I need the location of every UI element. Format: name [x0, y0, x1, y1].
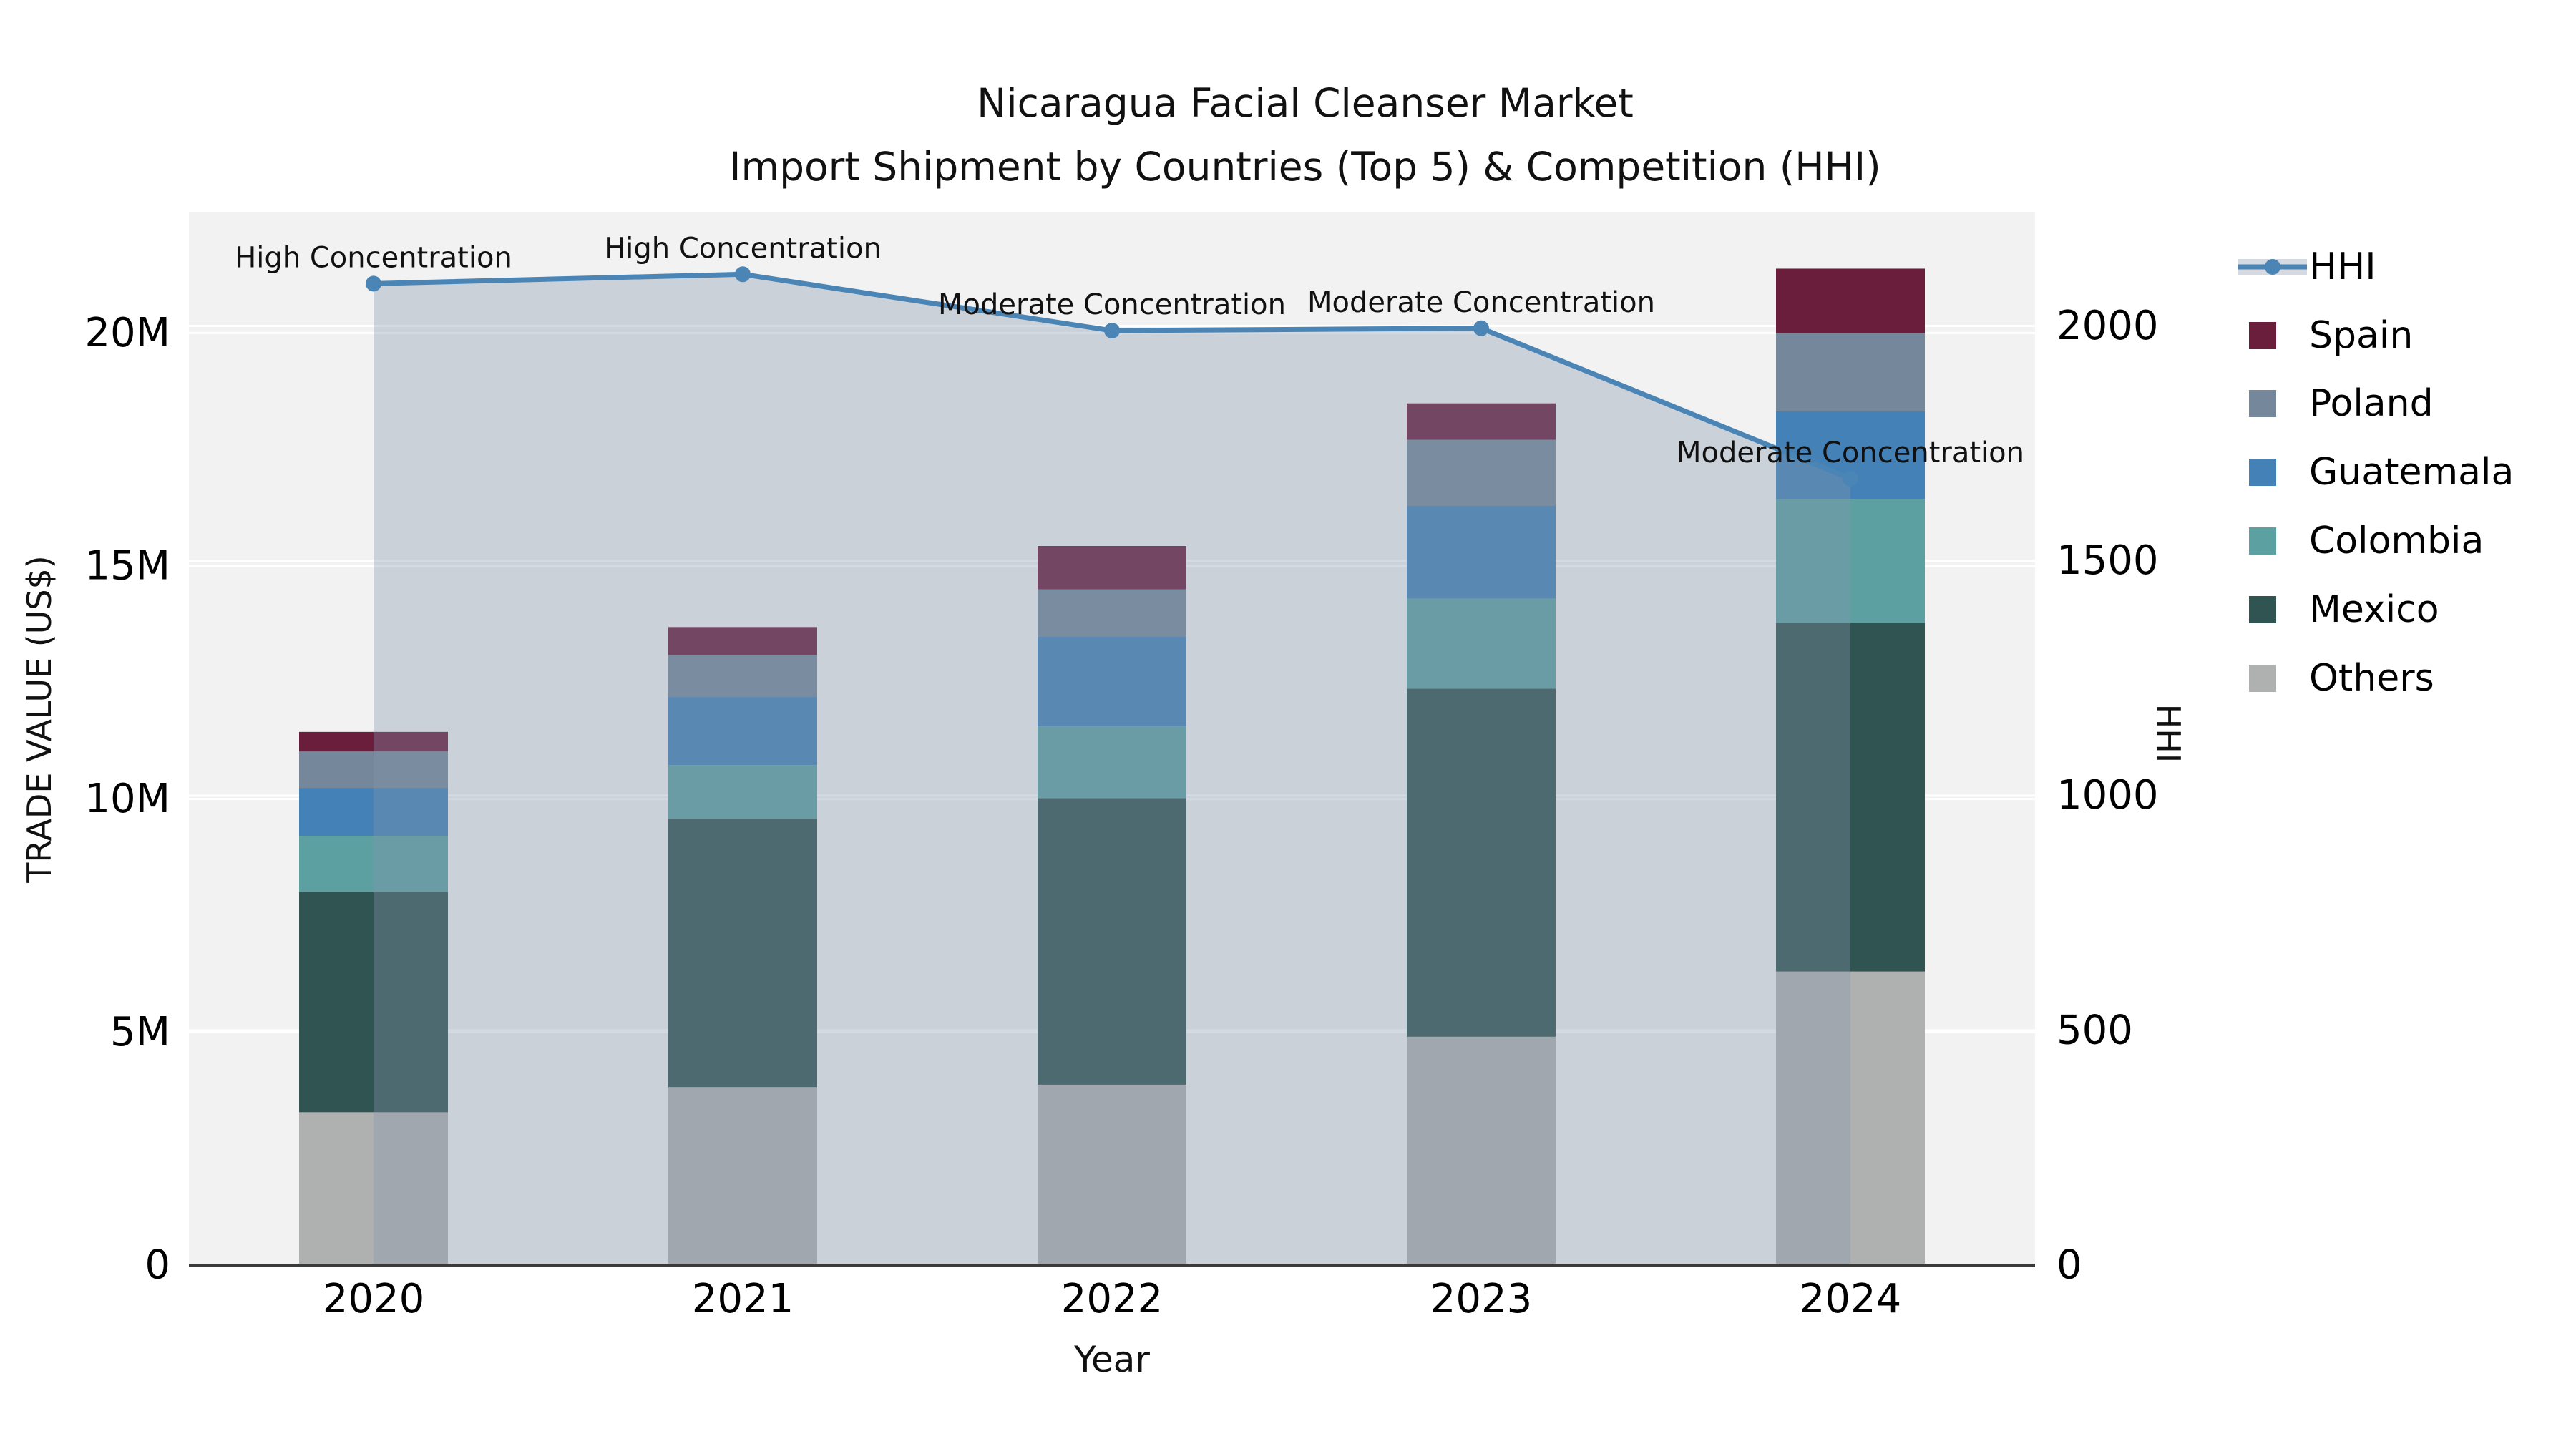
legend-item-mexico[interactable]: Mexico: [2238, 575, 2514, 644]
annotation-2022: Moderate Concentration: [938, 288, 1286, 321]
bar-segment-2023-mexico[interactable]: [1407, 688, 1556, 1037]
y-axis-left-title: TRADE VALUE (US$): [20, 555, 59, 883]
swatch-icon-colombia: [2238, 527, 2307, 555]
bar-segment-2020-others[interactable]: [299, 1112, 448, 1265]
bar-segment-2024-colombia[interactable]: [1776, 499, 1925, 623]
x-axis-title: Year: [1074, 1339, 1150, 1380]
bar-segment-2020-guatemala[interactable]: [299, 788, 448, 836]
hhi-line-sample-icon: [2238, 253, 2307, 281]
bar-segment-2020-mexico[interactable]: [299, 892, 448, 1113]
color-swatch: [2249, 664, 2276, 692]
y-right-tick-1500: 1500: [2057, 537, 2159, 584]
legend-item-colombia[interactable]: Colombia: [2238, 507, 2514, 575]
legend-item-others[interactable]: Others: [2238, 644, 2514, 713]
bar-segment-2021-guatemala[interactable]: [668, 697, 817, 766]
swatch-icon-poland: [2238, 389, 2307, 418]
y-right-tick-0: 0: [2057, 1242, 2082, 1289]
color-swatch: [2249, 321, 2276, 349]
color-swatch: [2249, 527, 2276, 555]
bar-segment-2023-others[interactable]: [1407, 1036, 1556, 1265]
swatch-icon-spain: [2238, 321, 2307, 350]
swatch-icon-mexico: [2238, 595, 2307, 624]
annotation-2023: Moderate Concentration: [1307, 286, 1655, 319]
legend-item-spain[interactable]: Spain: [2238, 301, 2514, 370]
bar-segment-2023-colombia[interactable]: [1407, 598, 1556, 689]
x-tick-2021[interactable]: 2021: [692, 1276, 794, 1322]
hhi-marker-2021[interactable]: [735, 266, 751, 283]
swatch-icon-guatemala: [2238, 458, 2307, 487]
bar-segment-2020-spain[interactable]: [299, 731, 448, 752]
bar-segment-2023-guatemala[interactable]: [1407, 505, 1556, 599]
legend-label: Others: [2309, 656, 2434, 700]
annotation-2024: Moderate Concentration: [1677, 436, 2024, 469]
hhi-marker-2024[interactable]: [1843, 470, 1858, 487]
y-left-tick-0: 0: [145, 1242, 170, 1289]
y-left-tick-15M: 15M: [84, 543, 170, 590]
bar-segment-2021-spain[interactable]: [668, 627, 817, 655]
bar-segment-2024-poland[interactable]: [1776, 333, 1925, 411]
chart-title: Nicaragua Facial Cleanser Market Import …: [17, 72, 2576, 199]
bar-segment-2023-spain[interactable]: [1407, 403, 1556, 440]
swatch-icon-others: [2238, 664, 2307, 693]
chart-title-line2: Import Shipment by Countries (Top 5) & C…: [729, 144, 1881, 190]
legend-label: HHI: [2309, 245, 2376, 288]
bar-segment-2024-mexico[interactable]: [1776, 623, 1925, 972]
bar-segment-2021-others[interactable]: [668, 1087, 817, 1265]
x-tick-2022[interactable]: 2022: [1061, 1276, 1163, 1322]
bar-segment-2023-poland[interactable]: [1407, 439, 1556, 506]
bar-segment-2021-mexico[interactable]: [668, 819, 817, 1088]
hhi-marker-2023[interactable]: [1473, 320, 1489, 336]
legend-label: Guatemala: [2309, 451, 2514, 494]
bar-segment-2022-mexico[interactable]: [1038, 798, 1186, 1085]
color-swatch: [2249, 595, 2276, 623]
bar-segment-2022-guatemala[interactable]: [1038, 637, 1186, 727]
y-right-tick-2000: 2000: [2057, 303, 2159, 349]
legend: HHI Spain Poland Guatemala Colombia Mexico Oth…: [2238, 233, 2514, 713]
bar-segment-2024-spain[interactable]: [1776, 268, 1925, 333]
color-swatch: [2249, 390, 2276, 418]
y-axis-right-title: HHI: [2149, 703, 2187, 763]
chart-title-line1: Nicaragua Facial Cleanser Market: [977, 80, 1634, 126]
bar-segment-2021-poland[interactable]: [668, 655, 817, 698]
bar-segment-2022-colombia[interactable]: [1038, 726, 1186, 799]
bar-segment-2020-colombia[interactable]: [299, 836, 448, 892]
legend-label: Colombia: [2309, 519, 2484, 563]
bar-segment-2022-poland[interactable]: [1038, 589, 1186, 638]
hhi-marker-2020[interactable]: [366, 275, 381, 292]
y-left-tick-10M: 10M: [84, 776, 170, 822]
bar-segment-2022-others[interactable]: [1038, 1084, 1186, 1265]
legend-label: Mexico: [2309, 587, 2439, 631]
x-axis-line: [189, 1264, 2035, 1267]
hhi-area-fill: [374, 274, 1850, 1266]
color-swatch: [2249, 459, 2276, 487]
y-left-tick-20M: 20M: [84, 310, 170, 356]
hhi-line-glyph: [2238, 258, 2307, 275]
legend-item-poland[interactable]: Poland: [2238, 370, 2514, 439]
bar-segment-2021-colombia[interactable]: [668, 765, 817, 819]
bar-segment-2024-others[interactable]: [1776, 971, 1925, 1265]
hhi-marker-2022[interactable]: [1104, 323, 1120, 339]
annotation-2020: High Concentration: [235, 241, 512, 274]
x-tick-2023[interactable]: 2023: [1430, 1276, 1533, 1322]
y-left-tick-5M: 5M: [110, 1009, 170, 1055]
x-tick-2024[interactable]: 2024: [1800, 1276, 1902, 1322]
y-right-tick-1000: 1000: [2057, 772, 2159, 819]
annotation-2021: High Concentration: [604, 232, 882, 265]
legend-label: Spain: [2309, 313, 2414, 357]
bar-segment-2022-spain[interactable]: [1038, 546, 1186, 590]
y-right-tick-500: 500: [2057, 1007, 2133, 1053]
legend-item-hhi[interactable]: HHI: [2238, 233, 2514, 301]
x-tick-2020[interactable]: 2020: [323, 1276, 425, 1322]
legend-label: Poland: [2309, 382, 2434, 426]
bar-segment-2020-poland[interactable]: [299, 751, 448, 789]
legend-item-guatemala[interactable]: Guatemala: [2238, 438, 2514, 507]
